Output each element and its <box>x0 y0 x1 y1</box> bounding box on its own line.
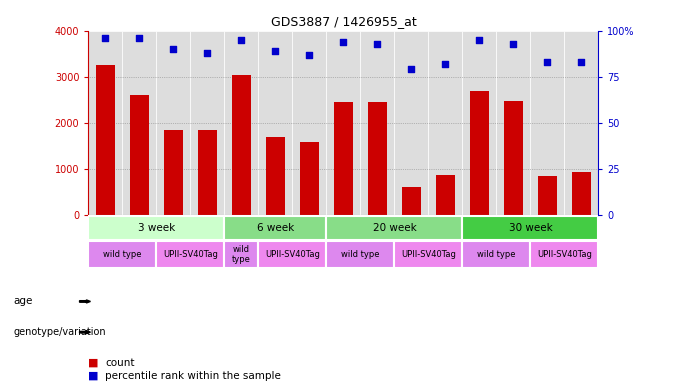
Title: GDS3887 / 1426955_at: GDS3887 / 1426955_at <box>271 15 416 28</box>
Bar <box>326 241 394 268</box>
Bar <box>224 241 258 268</box>
FancyBboxPatch shape <box>496 31 530 215</box>
Bar <box>530 241 598 268</box>
Bar <box>88 241 156 268</box>
FancyBboxPatch shape <box>156 31 190 215</box>
Point <box>474 37 485 43</box>
Point <box>202 50 213 56</box>
Text: percentile rank within the sample: percentile rank within the sample <box>105 371 282 381</box>
Bar <box>164 130 183 215</box>
Bar <box>394 241 462 268</box>
Point <box>576 59 587 65</box>
FancyBboxPatch shape <box>394 31 428 215</box>
Text: UPII-SV40Tag: UPII-SV40Tag <box>265 250 320 259</box>
Bar <box>96 65 115 215</box>
Text: UPII-SV40Tag: UPII-SV40Tag <box>163 250 218 259</box>
FancyBboxPatch shape <box>326 31 360 215</box>
Point <box>134 35 145 41</box>
FancyBboxPatch shape <box>530 31 564 215</box>
Bar <box>258 241 326 268</box>
Point <box>406 66 417 73</box>
Point <box>338 39 349 45</box>
Point <box>440 61 451 67</box>
Text: 20 week: 20 week <box>373 223 416 233</box>
Bar <box>232 74 251 215</box>
FancyBboxPatch shape <box>258 31 292 215</box>
Point <box>508 41 519 47</box>
Text: genotype/variation: genotype/variation <box>14 327 106 337</box>
FancyBboxPatch shape <box>360 31 394 215</box>
FancyBboxPatch shape <box>190 31 224 215</box>
Text: wild type: wild type <box>477 250 515 259</box>
Point <box>542 59 553 65</box>
Point <box>100 35 111 41</box>
FancyBboxPatch shape <box>462 31 496 215</box>
Bar <box>402 187 421 215</box>
Bar <box>538 176 557 215</box>
Point <box>304 51 315 58</box>
Point <box>372 41 383 47</box>
FancyBboxPatch shape <box>564 31 598 215</box>
Text: age: age <box>14 296 33 306</box>
Text: ■: ■ <box>88 358 99 368</box>
Bar <box>88 216 224 240</box>
FancyBboxPatch shape <box>224 31 258 215</box>
Bar <box>436 175 455 215</box>
Bar <box>368 102 387 215</box>
Bar <box>156 241 224 268</box>
Text: wild
type: wild type <box>232 245 251 264</box>
Bar <box>504 101 523 215</box>
Text: wild type: wild type <box>103 250 141 259</box>
Bar <box>300 142 319 215</box>
Text: 6 week: 6 week <box>257 223 294 233</box>
FancyBboxPatch shape <box>122 31 156 215</box>
FancyBboxPatch shape <box>428 31 462 215</box>
FancyBboxPatch shape <box>88 31 122 215</box>
Bar <box>572 172 591 215</box>
Point <box>236 37 247 43</box>
Bar <box>462 216 598 240</box>
Text: count: count <box>105 358 135 368</box>
Text: 30 week: 30 week <box>509 223 552 233</box>
Bar <box>198 130 217 215</box>
Bar <box>334 102 353 215</box>
Text: ■: ■ <box>88 371 99 381</box>
Text: 3 week: 3 week <box>138 223 175 233</box>
Bar <box>462 241 530 268</box>
Bar <box>266 137 285 215</box>
Point <box>270 48 281 54</box>
Point <box>168 46 179 52</box>
Bar <box>130 95 149 215</box>
Bar <box>326 216 462 240</box>
Bar <box>224 216 326 240</box>
FancyBboxPatch shape <box>292 31 326 215</box>
Bar <box>470 91 489 215</box>
Text: UPII-SV40Tag: UPII-SV40Tag <box>401 250 456 259</box>
Text: UPII-SV40Tag: UPII-SV40Tag <box>537 250 592 259</box>
Text: wild type: wild type <box>341 250 379 259</box>
